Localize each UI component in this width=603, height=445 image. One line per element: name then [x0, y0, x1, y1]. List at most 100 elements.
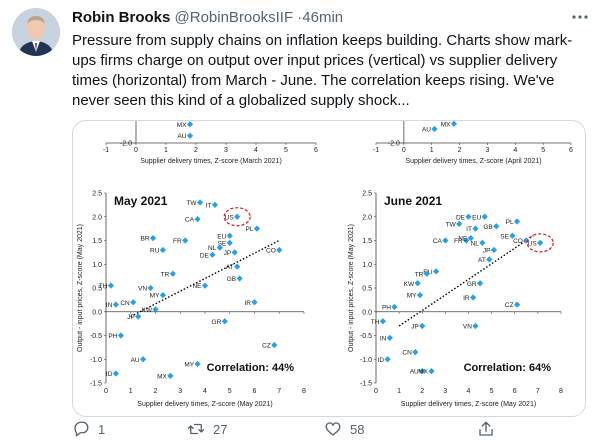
chart2-point [251, 299, 258, 306]
chart3-point-label: CZ [505, 302, 514, 309]
chart2-point-label: VN [138, 286, 147, 293]
chart0-x-label: Supplier delivery times, Z-score (March … [140, 158, 282, 165]
chart2-point [140, 356, 147, 363]
chart3-point [428, 368, 435, 375]
chart3-y-tick-label: -0.5 [360, 333, 372, 340]
chart1-x-tick-label: 1 [430, 147, 434, 154]
more-icon[interactable] [571, 8, 589, 31]
chart3-point-label: SE [500, 233, 509, 240]
author-handle[interactable]: @RobinBrooksIIF [174, 9, 294, 26]
chart3-y-tick-label: 2.0 [362, 214, 372, 221]
chart3-point [379, 318, 387, 325]
chart2-point [159, 292, 167, 299]
chart2-x-tick-label: 4 [203, 388, 207, 395]
chart3-y-label: Output - input prices, Z-score (May 2021… [348, 224, 355, 352]
chart2-point [182, 237, 189, 244]
chart2-x-tick-label: 0 [104, 388, 108, 395]
chart3-point [391, 303, 398, 311]
reply-count: 1 [98, 421, 106, 437]
chart2-point [276, 246, 283, 254]
chart2-point [196, 199, 204, 206]
tweet-time[interactable]: 46min [302, 9, 344, 26]
chart3-point [470, 294, 477, 301]
author-name[interactable]: Robin Brooks [72, 9, 171, 26]
chart1-y-tick-label: -2.0 [388, 141, 400, 148]
tweet-header: Robin Brooks @RobinBrooksIIF ·46min [72, 9, 343, 26]
chart1-point-label: MX [441, 121, 451, 128]
tweet-media[interactable]: -1 0 1 2 3 4 5 6 -1.5 -2.0 Supplier delivery times… [72, 120, 586, 417]
chart2-point-label: MY [184, 362, 194, 369]
chart2-y-tick-label: 1.5 [92, 238, 102, 245]
reply-button[interactable]: 1 [72, 420, 105, 438]
chart3-point-label: FR [454, 238, 463, 245]
chart2-point [234, 263, 241, 270]
chart3-x-tick-label: 5 [490, 388, 494, 395]
chart2-point-label: NL [208, 245, 217, 252]
chart3-point-label: GR [467, 281, 477, 288]
chart0-x-tick-label: 5 [284, 147, 288, 154]
chart2-y-tick-label: -0.5 [90, 333, 102, 340]
chart2-point [211, 201, 219, 208]
chart2-point-label: SE [218, 240, 227, 247]
chart2-point [231, 249, 238, 256]
chart3-point [537, 239, 544, 246]
chart0-x-tick-label: 2 [194, 147, 198, 154]
chart2-point [253, 225, 261, 232]
chart3-point-label: GB [483, 224, 492, 231]
avatar[interactable] [12, 8, 60, 56]
chart2-point [201, 282, 209, 289]
chart3-point [472, 225, 479, 232]
retweet-icon [187, 423, 205, 435]
action-bar: 1 27 58 [72, 420, 592, 444]
chart2-y-tick-label: 2.5 [92, 191, 102, 198]
chart2-point [221, 318, 228, 325]
chart3-point-label: JP [411, 324, 419, 331]
chart2-point-label: AU [131, 357, 140, 364]
chart3-point-label: TW [446, 221, 457, 228]
chart3-point [513, 301, 521, 308]
chart3-point-label: KW [404, 281, 415, 288]
chart3-trend-line [398, 235, 534, 327]
chart2-x-tick-label: 5 [228, 388, 232, 395]
share-button[interactable] [477, 420, 495, 438]
chart3-y-tick-label: 0.0 [362, 309, 372, 316]
separator: · [297, 9, 303, 26]
like-count: 58 [350, 421, 365, 437]
like-button[interactable]: 58 [324, 420, 364, 438]
chart2-point-label: IN [106, 302, 113, 309]
chart0-x-tick-label: -1 [103, 147, 109, 154]
chart3-annotation: Correlation: 64% [464, 362, 552, 374]
chart3-point [490, 246, 498, 254]
chart2-x-tick-label: 7 [277, 388, 281, 395]
chart3-point [412, 349, 419, 356]
chart2-point [234, 213, 241, 220]
chart3-point-label: NE [458, 236, 468, 243]
chart3-point-label: JP [483, 248, 491, 255]
chart2-point-label: CN [120, 300, 130, 307]
chart3-x-tick-label: 1 [397, 388, 401, 395]
chart3-point-label: CA [433, 238, 443, 245]
chart2-point [167, 372, 174, 379]
chart2-y-tick-label: 1.0 [92, 262, 102, 269]
chart3-point [481, 213, 488, 220]
chart2-point-label: NE [192, 283, 202, 290]
chart1-point [431, 125, 438, 133]
chart2-point-label: TH [99, 283, 108, 290]
chart0-point [186, 121, 194, 128]
chart3-point-label: EU [472, 214, 481, 221]
chart3-point [509, 232, 516, 239]
chart3-point [472, 322, 479, 330]
chart2-y-label: Output - input prices, Z-score (May 2021… [77, 224, 84, 352]
chart3-point [479, 239, 486, 246]
retweet-button[interactable]: 27 [187, 420, 227, 438]
chart2-point [107, 282, 115, 289]
chart3-point-label: IT [466, 226, 472, 233]
chart2-x-tick-label: 6 [253, 388, 257, 395]
chart1-x-tick-label: 4 [513, 147, 517, 154]
chart3-x-tick-label: 0 [374, 388, 378, 395]
chart3-point [486, 256, 493, 263]
chart2-point-label: KW [142, 307, 153, 314]
chart0-point-label: MX [177, 122, 187, 129]
chart2-x-tick-label: 2 [154, 388, 158, 395]
chart2-point-label: TR [161, 271, 170, 278]
